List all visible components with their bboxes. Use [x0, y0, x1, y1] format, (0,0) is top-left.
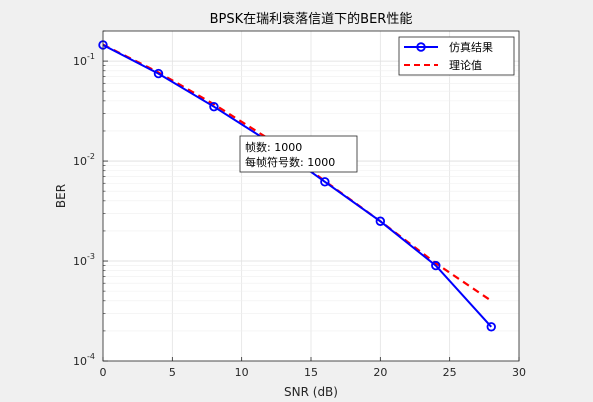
sim-data-point — [153, 68, 164, 79]
chart-title: BPSK在瑞利衰落信道下的BER性能 — [210, 11, 413, 27]
x-tick-label: 15 — [304, 366, 318, 379]
annotation-line-symbols: 每帧符号数: 1000 — [245, 155, 335, 169]
legend-label-sim: 仿真结果 — [449, 40, 493, 54]
annotation-box — [239, 135, 358, 173]
x-tick-label: 20 — [373, 366, 387, 379]
y-tick-label: 10-3 — [73, 252, 95, 268]
y-tick-label: 10-4 — [73, 352, 95, 368]
y-tick-label: 10-1 — [73, 52, 95, 68]
sim-data-point — [486, 322, 496, 332]
legend-label-theory: 理论值 — [449, 58, 482, 72]
sim-data-point — [320, 177, 330, 187]
sim-data-point — [209, 101, 219, 112]
y-axis-label: BER — [54, 184, 68, 208]
legend: 仿真结果 理论值 — [398, 36, 515, 76]
sim-data-point — [375, 216, 386, 226]
sim-data-point — [431, 260, 441, 271]
x-tick-label: 0 — [100, 366, 107, 379]
annotation-line-frames: 帧数: 1000 — [245, 140, 302, 154]
x-tick-label: 25 — [443, 366, 457, 379]
x-tick-label: 30 — [512, 366, 526, 379]
tick-layer: 0 5 10 15 20 25 30 10-1 10-2 10-3 10-4 — [73, 30, 526, 379]
x-tick-label: 10 — [235, 366, 249, 379]
x-tick-label: 5 — [169, 366, 176, 379]
series-line-theory — [102, 43, 492, 302]
y-tick-label: 10-2 — [73, 152, 95, 168]
legend-marker-sim — [416, 42, 426, 52]
x-axis-label: SNR (dB) — [284, 385, 338, 399]
info-annotation: 帧数: 1000 每帧符号数: 1000 — [239, 135, 358, 173]
